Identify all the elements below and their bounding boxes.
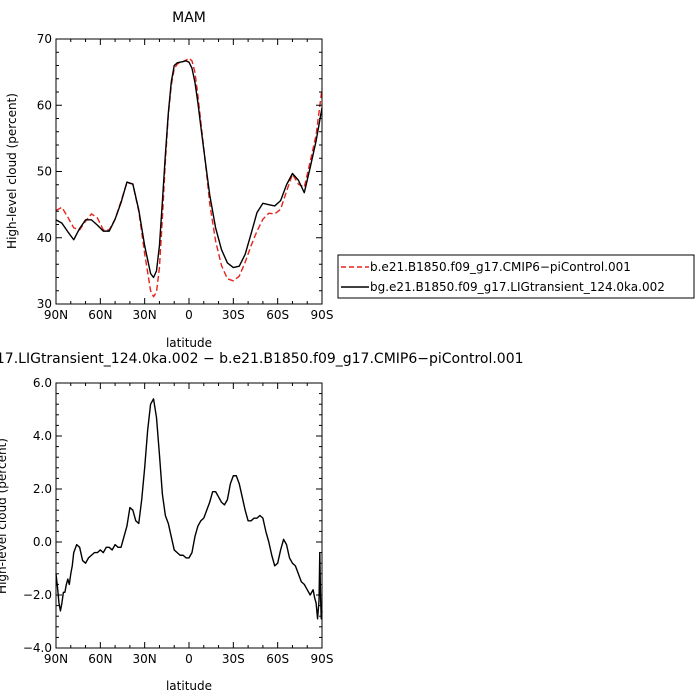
top-x-tick-label: 60S	[266, 308, 289, 322]
top-x-axis-title: latitude	[166, 336, 212, 350]
bottom-y-tick-label: 0.0	[33, 535, 52, 549]
top-y-tick-label: 70	[37, 32, 52, 46]
top-series-line-0	[55, 57, 323, 298]
bottom-x-tick-label: 30N	[133, 652, 157, 666]
top-x-tick-label: 90S	[311, 308, 334, 322]
bottom-plot-frame	[55, 382, 323, 649]
bottom-x-axis-title: latitude	[166, 679, 212, 693]
legend-box	[337, 254, 695, 299]
top-y-tick-label: 30	[37, 297, 52, 311]
legend: b.e21.B1850.f09_g17.CMIP6−piControl.001 …	[337, 254, 695, 299]
top-series-line-1	[55, 60, 323, 279]
top-plot-frame	[55, 38, 323, 305]
bottom-y-axis-title: High-level cloud (percent)	[0, 438, 9, 594]
top-y-axis-title: High-level cloud (percent)	[5, 93, 19, 249]
top-y-tick-label: 50	[37, 165, 52, 179]
bottom-y-tick-label: 6.0	[33, 376, 52, 390]
bottom-x-tick-label: 90N	[44, 652, 68, 666]
bottom-series-line-0	[55, 398, 323, 620]
top-panel: MAM 90N 60N 30N 0 30S 60S 90S 30 40 50 60 70 latitu…	[5, 10, 333, 350]
top-y-tick-label: 40	[37, 231, 52, 245]
bottom-x-tick-label: 60S	[266, 652, 289, 666]
top-plot-title: MAM	[172, 10, 206, 26]
top-x-tick-label: 30N	[133, 308, 157, 322]
top-x-tick-label: 0	[185, 308, 193, 322]
bottom-x-tick-label: 30S	[222, 652, 245, 666]
bottom-plot-title: bg.e21.B1850.f09_g17.LIGtransient_124.0k…	[0, 351, 524, 367]
bottom-panel: bg.e21.B1850.f09_g17.LIGtransient_124.0k…	[0, 351, 524, 693]
legend-label-control: b.e21.B1850.f09_g17.CMIP6−piControl.001	[370, 260, 631, 274]
bottom-x-tick-label: 60N	[88, 652, 112, 666]
top-y-tick-label: 60	[37, 98, 52, 112]
bottom-y-tick-label: 2.0	[33, 482, 52, 496]
bottom-x-tick-label: 90S	[311, 652, 334, 666]
bottom-y-tick-label: −4.0	[23, 641, 52, 655]
bottom-y-tick-label: −2.0	[23, 588, 52, 602]
bottom-y-tick-label: 4.0	[33, 429, 52, 443]
bottom-x-tick-label: 0	[185, 652, 193, 666]
legend-label-ligtransient: bg.e21.B1850.f09_g17.LIGtransient_124.0k…	[370, 280, 665, 294]
top-x-tick-label: 60N	[88, 308, 112, 322]
top-x-tick-label: 30S	[222, 308, 245, 322]
top-x-tick-label: 90N	[44, 308, 68, 322]
